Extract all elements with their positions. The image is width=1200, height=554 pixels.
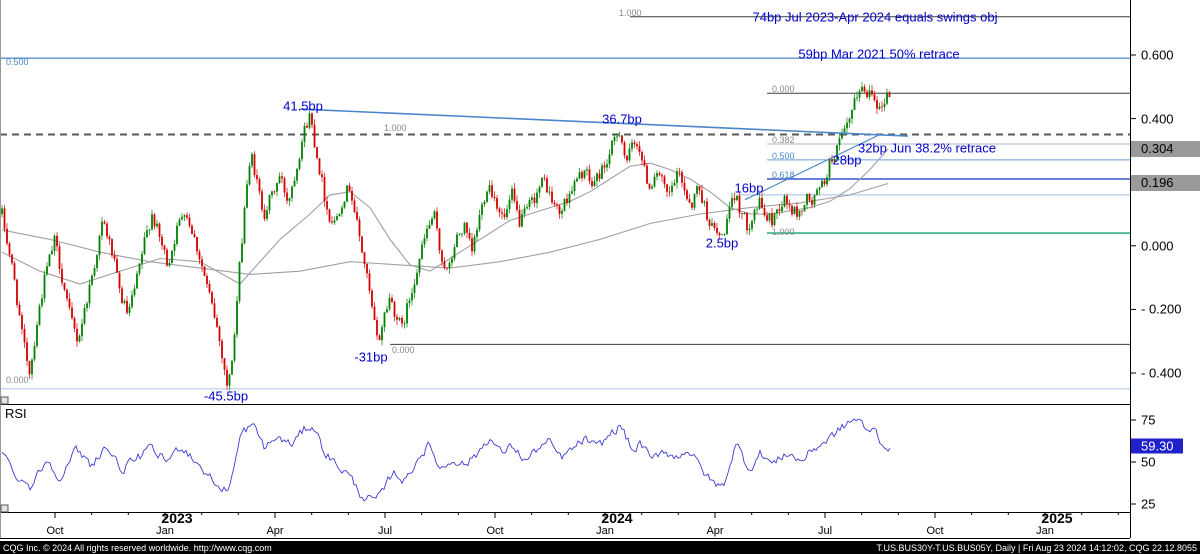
trendline[interactable] (744, 133, 881, 201)
pane-splitter-handle[interactable] (0, 504, 9, 513)
candles-layer (1, 81, 891, 391)
rsi-line (1, 418, 891, 502)
rsi-study-label: RSI (5, 406, 27, 421)
trendlines-layer (299, 108, 909, 201)
rsi-layer (1, 418, 891, 502)
price-axis[interactable] (1130, 0, 1200, 404)
status-copyright: CQG Inc. © 2024 All rights reserved worl… (3, 542, 272, 553)
hlines-layer (0, 16, 1130, 390)
pane-splitter-handle[interactable] (0, 396, 9, 405)
chart-canvas[interactable] (0, 0, 1200, 541)
trendline[interactable] (299, 108, 909, 137)
time-axis[interactable] (0, 512, 1130, 538)
frame-layer (0, 0, 1136, 539)
rsi-axis[interactable] (1130, 405, 1200, 512)
status-symbol-info: T.US.BUS30Y-T.US.BUS05Y, Daily | Fri Aug… (876, 542, 1197, 553)
moving-average-line (1, 182, 889, 275)
status-bar: CQG Inc. © 2024 All rights reserved worl… (0, 541, 1200, 554)
